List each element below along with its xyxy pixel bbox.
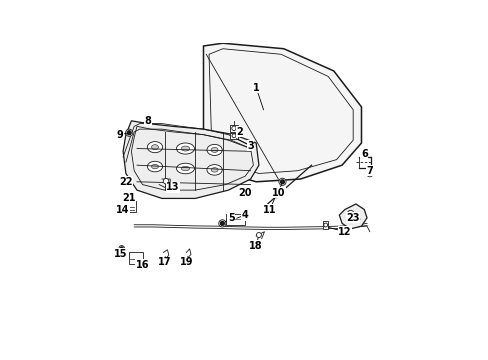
Text: 1: 1 (252, 82, 259, 93)
Ellipse shape (211, 168, 218, 172)
Circle shape (125, 194, 132, 201)
Circle shape (125, 129, 133, 136)
Ellipse shape (211, 148, 218, 152)
Text: 17: 17 (158, 257, 171, 267)
Text: 12: 12 (337, 227, 351, 237)
Circle shape (278, 178, 285, 185)
Circle shape (127, 131, 131, 135)
Circle shape (119, 246, 124, 251)
Circle shape (366, 170, 372, 177)
Ellipse shape (176, 163, 194, 174)
FancyBboxPatch shape (123, 201, 135, 212)
FancyBboxPatch shape (128, 252, 142, 264)
Ellipse shape (206, 165, 222, 175)
Circle shape (163, 179, 168, 184)
FancyBboxPatch shape (229, 125, 238, 132)
Circle shape (220, 221, 224, 225)
Text: 9: 9 (117, 130, 123, 140)
Text: 21: 21 (122, 193, 135, 203)
Circle shape (346, 210, 353, 217)
Ellipse shape (147, 141, 163, 153)
Ellipse shape (181, 146, 189, 151)
Circle shape (323, 223, 327, 227)
Ellipse shape (206, 144, 222, 156)
Text: 5: 5 (227, 213, 234, 223)
Circle shape (125, 180, 128, 183)
Ellipse shape (151, 145, 158, 150)
Text: 8: 8 (144, 116, 151, 126)
Ellipse shape (176, 143, 194, 154)
Circle shape (231, 126, 236, 131)
Text: 2: 2 (236, 127, 243, 137)
FancyBboxPatch shape (323, 221, 327, 229)
Circle shape (232, 134, 235, 138)
Polygon shape (123, 121, 259, 198)
Text: 14: 14 (116, 204, 130, 215)
Circle shape (272, 191, 280, 198)
Text: 10: 10 (271, 188, 285, 198)
Text: 20: 20 (238, 188, 251, 198)
Circle shape (241, 188, 247, 195)
Text: 11: 11 (263, 204, 276, 215)
Text: 6: 6 (360, 149, 367, 159)
Circle shape (274, 192, 278, 196)
Text: 23: 23 (346, 213, 359, 223)
Text: 13: 13 (166, 183, 180, 192)
Text: 3: 3 (247, 141, 253, 151)
Polygon shape (203, 43, 361, 182)
FancyBboxPatch shape (225, 214, 244, 225)
Circle shape (127, 195, 130, 199)
Text: 7: 7 (366, 166, 372, 176)
FancyBboxPatch shape (229, 133, 238, 139)
Circle shape (120, 247, 123, 250)
Text: 19: 19 (180, 257, 193, 267)
Circle shape (218, 220, 225, 227)
Circle shape (280, 180, 284, 184)
Ellipse shape (151, 164, 158, 169)
Ellipse shape (147, 161, 163, 172)
Text: 16: 16 (136, 260, 149, 270)
Polygon shape (339, 204, 366, 229)
Text: 18: 18 (249, 240, 263, 251)
Circle shape (354, 217, 359, 222)
Ellipse shape (181, 166, 189, 171)
Circle shape (124, 179, 130, 185)
Text: 22: 22 (119, 177, 132, 187)
Text: 15: 15 (113, 249, 127, 259)
Text: 4: 4 (241, 210, 248, 220)
Circle shape (367, 172, 371, 175)
Circle shape (256, 233, 261, 238)
